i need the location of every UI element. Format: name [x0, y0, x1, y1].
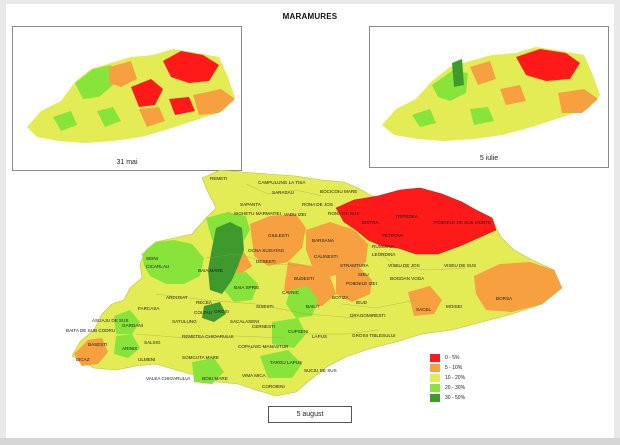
- mini-map-5-iulie-shape: [382, 47, 600, 141]
- municipality-label: LEORDINA: [372, 252, 396, 257]
- municipality-label: BORSA: [496, 296, 513, 301]
- legend-item: 20 - 30%: [430, 383, 490, 393]
- legend-item: 30 - 50%: [430, 393, 490, 403]
- municipality-label: IEUD: [356, 300, 368, 305]
- municipality-labels: REMETI CAMPULUNG LA TISA SARASAU BOCICOI…: [66, 176, 513, 389]
- legend-item: 5 - 10%: [430, 363, 490, 373]
- legend-label: 10 - 20%: [445, 375, 466, 381]
- legend-item: 10 - 20%: [430, 373, 490, 383]
- legend-label: 20 - 30%: [445, 385, 466, 391]
- municipality-label: LAPUS: [312, 334, 327, 339]
- municipality-label: COLTAU: [194, 310, 212, 315]
- municipality-label: RONA DE SUS: [328, 211, 359, 216]
- municipality-label: BOIU MARE: [202, 376, 228, 381]
- municipality-label: GROSI: [214, 309, 229, 314]
- municipality-label: CALINESTI: [314, 254, 338, 259]
- municipality-label: MOISEI: [446, 304, 462, 309]
- municipality-label: RONA DE JOS: [302, 202, 333, 207]
- municipality-label: SISESTI: [256, 304, 274, 309]
- municipality-label: BAITA DE SUB CODRU: [66, 328, 115, 333]
- legend-label: 5 - 10%: [445, 365, 463, 371]
- municipality-label: ASUAJU DE SUS: [92, 318, 129, 323]
- municipality-label: BISTRA: [362, 220, 380, 225]
- municipality-label: OCNA SUGATAG: [248, 248, 285, 253]
- municipality-label: RUSCOVA: [372, 244, 395, 249]
- municipality-label: POIENILE IZEI: [346, 281, 377, 286]
- date-label: 5 august: [268, 406, 352, 423]
- municipality-label: BAIA MARE: [198, 268, 223, 273]
- municipality-label: BASESTI: [88, 342, 107, 347]
- municipality-label: SAPANTA: [240, 202, 262, 207]
- map-sheet: MARAMURES 31 mai 5 iul: [6, 4, 614, 438]
- municipality-label: DRAGOMIRESTI: [350, 313, 385, 318]
- municipality-label: SACALASENI: [230, 319, 259, 324]
- municipality-label: COROIENI: [262, 384, 285, 389]
- legend-swatch: [430, 354, 440, 362]
- mini-map-5-iulie: 5 iulie: [369, 26, 609, 168]
- legend: 0 - 5% 5 - 10% 10 - 20% 20 - 30% 30 - 50…: [430, 353, 490, 403]
- mini-map-31-mai: 31 mai: [12, 26, 242, 171]
- municipality-label: BAIUT: [306, 304, 320, 309]
- municipality-label: VALEA CHIOARULUI: [146, 376, 190, 381]
- legend-swatch: [430, 364, 440, 372]
- municipality-label: GARDANI: [122, 323, 143, 328]
- legend-item: 0 - 5%: [430, 353, 490, 363]
- municipality-label: FARCASA: [138, 306, 160, 311]
- municipality-label: BAIA SPRIE: [234, 285, 259, 290]
- municipality-label: RECEA: [196, 300, 213, 305]
- municipality-label: SIGHETU MARMATIEI: [234, 211, 281, 216]
- legend-swatch: [430, 384, 440, 392]
- mini-map-label: 5 iulie: [479, 155, 499, 162]
- municipality-label: SALSIG: [144, 340, 161, 345]
- municipality-label: ARDUSAT: [166, 295, 188, 300]
- legend-label: 30 - 50%: [445, 395, 466, 401]
- municipality-label: BOCICOIU MARE: [320, 189, 357, 194]
- legend-swatch: [430, 374, 440, 382]
- municipality-label: COPALNIC-MANASTUR: [238, 344, 289, 349]
- municipality-label: CERNESTI: [252, 324, 275, 329]
- municipality-label: CAMPULUNG LA TISA: [258, 180, 306, 185]
- municipality-label: VISEU DE JOS: [388, 263, 420, 268]
- municipality-label: BOTIZA: [332, 295, 350, 300]
- municipality-label: TARGU LAPUS: [270, 360, 302, 365]
- municipality-label: CICARLAU: [146, 264, 169, 269]
- municipality-label: SATULUNG: [172, 319, 197, 324]
- municipality-label: SACEL: [416, 307, 432, 312]
- municipality-label: SEINI: [146, 256, 158, 261]
- municipality-label: GIULESTI: [268, 233, 289, 238]
- municipality-label: VIMA MICA: [242, 373, 267, 378]
- municipality-label: BOGDAN VODA: [390, 276, 425, 281]
- municipality-label: REPEDEA: [396, 214, 419, 219]
- municipality-label: ULMENI: [138, 357, 155, 362]
- legend-swatch: [430, 394, 440, 402]
- municipality-label: REMETI: [210, 176, 227, 181]
- municipality-label: CUPSENI: [288, 329, 308, 334]
- main-map: REMETI CAMPULUNG LA TISA SARASAU BOCICOI…: [66, 169, 563, 397]
- municipality-label: BARSANA: [312, 238, 335, 243]
- municipality-label: SUCIU DE SUS: [304, 368, 337, 373]
- municipality-label: DESESTI: [256, 259, 276, 264]
- bottom-bar: [0, 438, 620, 445]
- mini-map-31-mai-shape: [27, 49, 235, 143]
- municipality-label: SARASAU: [272, 190, 294, 195]
- municipality-label: SOMCUTA MARE: [182, 355, 219, 360]
- municipality-label: GROSII TIBLESULUI: [352, 333, 396, 338]
- map-title: MARAMURES: [282, 12, 338, 21]
- municipality-label: VISEU DE SUS: [444, 263, 476, 268]
- municipality-label: ARINIS: [122, 346, 137, 351]
- municipality-label: BUDESTI: [294, 276, 314, 281]
- municipality-label: REMETEA CHIOARULUI: [182, 334, 234, 339]
- mini-map-label: 31 mai: [116, 159, 138, 166]
- municipality-label: CAVNIC: [282, 290, 300, 295]
- municipality-label: VADU IZEI: [284, 212, 306, 217]
- municipality-label: POIENILE DE SUB MUNTE: [434, 220, 491, 225]
- municipality-label: BICAZ: [76, 357, 90, 362]
- municipality-label: SIEU: [358, 272, 369, 277]
- municipality-label: PETROVA: [382, 233, 405, 238]
- municipality-label: STRAMTURA: [340, 263, 370, 268]
- legend-label: 0 - 5%: [445, 355, 460, 361]
